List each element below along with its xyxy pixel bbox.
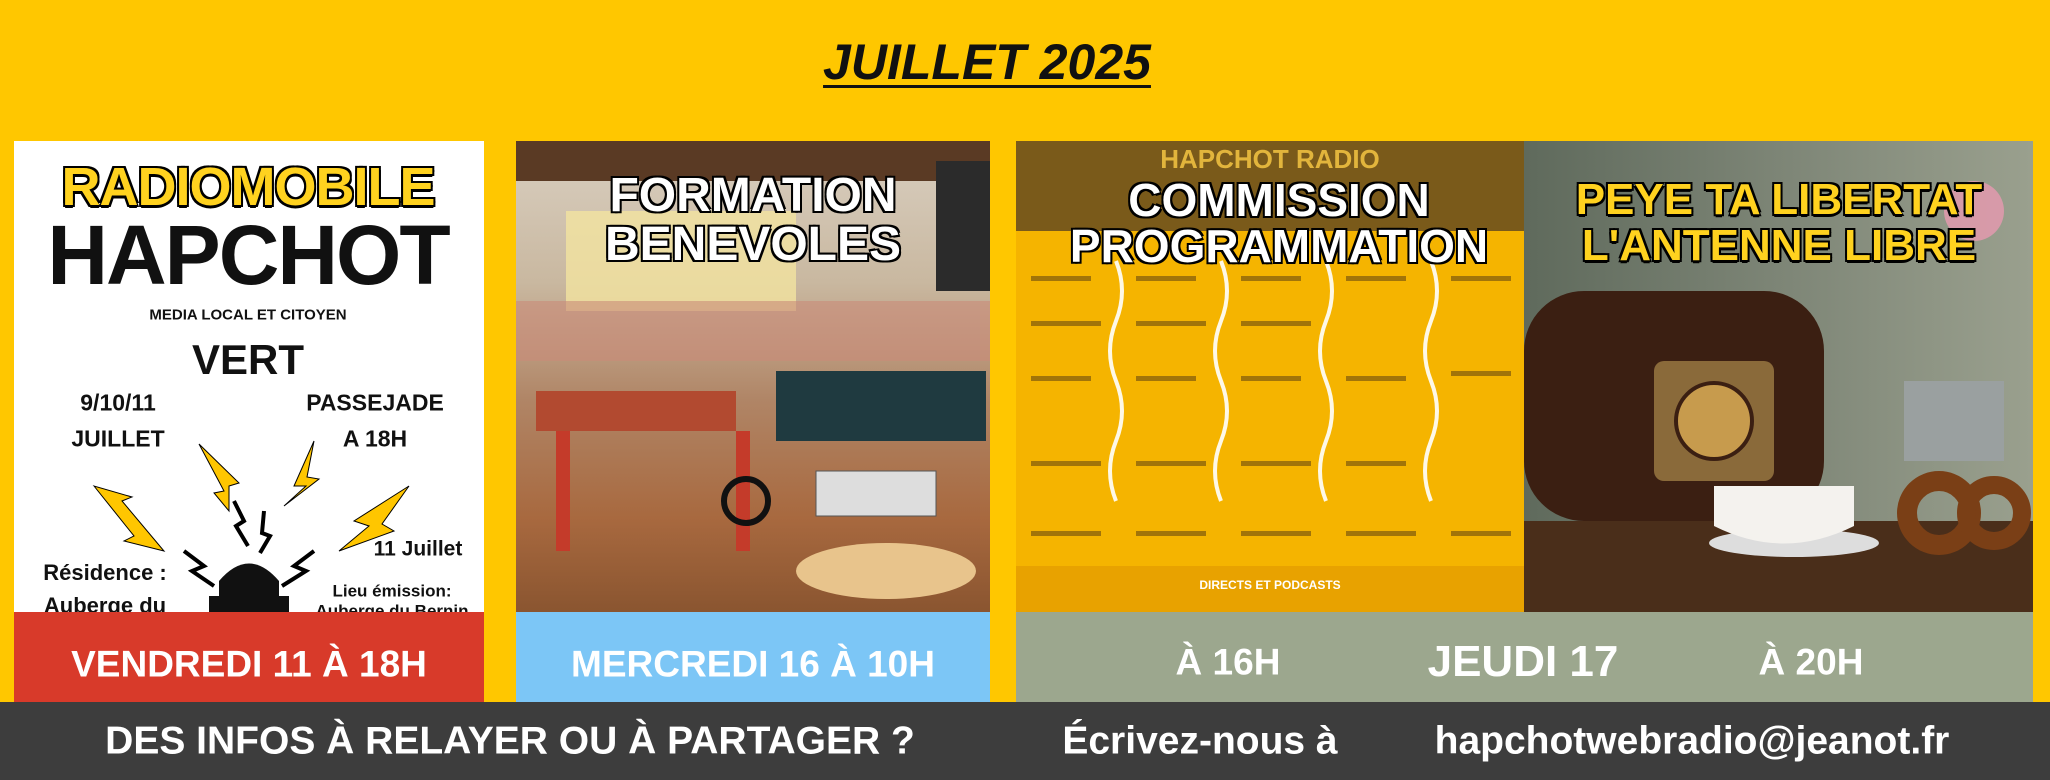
banner: À 16H JEUDI 17 À 20H [1016,612,2033,702]
banner-text: VENDREDI 11 À 18H [71,643,427,685]
poster-broadcast-day: 11 Juillet [373,537,463,561]
poster: RADIOMOBILE HAPCHOT MEDIA LOCAL ET CITOY… [14,141,484,612]
image-title: FORMATION [608,169,897,222]
schedule-art [1016,141,1524,612]
poster-tagline: MEDIA LOCAL ET CITOYEN [149,306,347,324]
image-title: COMMISSION [1127,174,1431,226]
poster-month: JUILLET [71,425,165,452]
poster-event: PASSEJADE [306,389,444,416]
radio-photo: PEYE TA LIBERTAT L'ANTENNE LIBRE [1524,141,2033,612]
banner: MERCREDI 16 À 10H [516,612,990,702]
schedule-image: HAPCHOT RADIO DIRECTS ET PODCASTS [1016,141,1524,612]
poster-venue-label: Lieu émission: [332,581,452,601]
poster-brand-top: RADIOMOBILE [61,157,436,217]
footer-invite: Écrivez-nous à [1062,719,1338,763]
studio-photo: FORMATION BENEVOLES [516,141,990,612]
poster-dates: 9/10/11 [80,389,156,416]
poster-residence-value: Auberge du [43,593,167,613]
banner-text: À 20H [1758,641,1864,683]
footer-bar: DES INFOS À RELAYER OU À PARTAGER ? Écri… [0,702,2050,780]
schedule-footer: DIRECTS ET PODCASTS [1199,578,1341,592]
studio-art [516,141,990,599]
poster-place: VERT [191,336,305,383]
radio-art [1524,181,2033,612]
page-title: JUILLET 2025 [823,34,1151,90]
banner-text: À 16H [1175,641,1281,683]
banner-text: JEUDI 17 [1427,637,1619,686]
footer-question: DES INFOS À RELAYER OU À PARTAGER ? [105,719,915,763]
schedule-header: HAPCHOT RADIO [1160,144,1380,174]
poster-venue-value: Auberge du Bernin [315,601,469,613]
banner-text: MERCREDI 16 À 10H [571,643,935,685]
image-title: BENEVOLES [604,218,902,271]
poster-residence-label: Résidence : [43,560,167,585]
poster-brand-main: HAPCHOT [47,208,450,302]
footer-email[interactable]: hapchotwebradio@jeanot.fr [1434,719,1950,763]
banner: VENDREDI 11 À 18H [14,612,484,702]
image-title: L'ANTENNE LIBRE [1581,221,1977,270]
image-title: PEYE TA LIBERTAT [1575,175,1983,224]
poster-event-time: A 18H [342,425,408,452]
poster-art [92,440,410,612]
image-title: PROGRAMMATION [1069,220,1489,272]
